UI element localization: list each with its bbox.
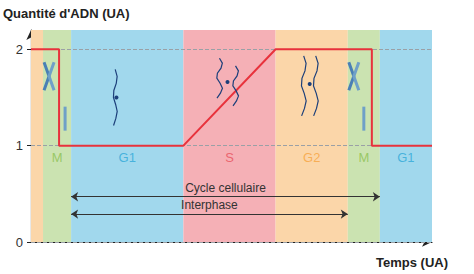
svg-text:S: S (225, 150, 234, 165)
svg-text:G1: G1 (119, 150, 136, 165)
svg-text:G2: G2 (303, 150, 320, 165)
svg-text:Temps (UA): Temps (UA) (376, 255, 448, 270)
svg-text:M: M (358, 150, 369, 165)
svg-text:G1: G1 (397, 150, 414, 165)
svg-text:Interphase: Interphase (181, 198, 238, 212)
svg-text:Cycle cellulaire: Cycle cellulaire (185, 181, 266, 195)
svg-text:M: M (52, 150, 63, 165)
svg-text:1: 1 (16, 138, 23, 153)
svg-text:Quantité d'ADN (UA): Quantité d'ADN (UA) (3, 6, 130, 21)
svg-text:0: 0 (16, 235, 23, 250)
svg-text:2: 2 (16, 42, 23, 57)
